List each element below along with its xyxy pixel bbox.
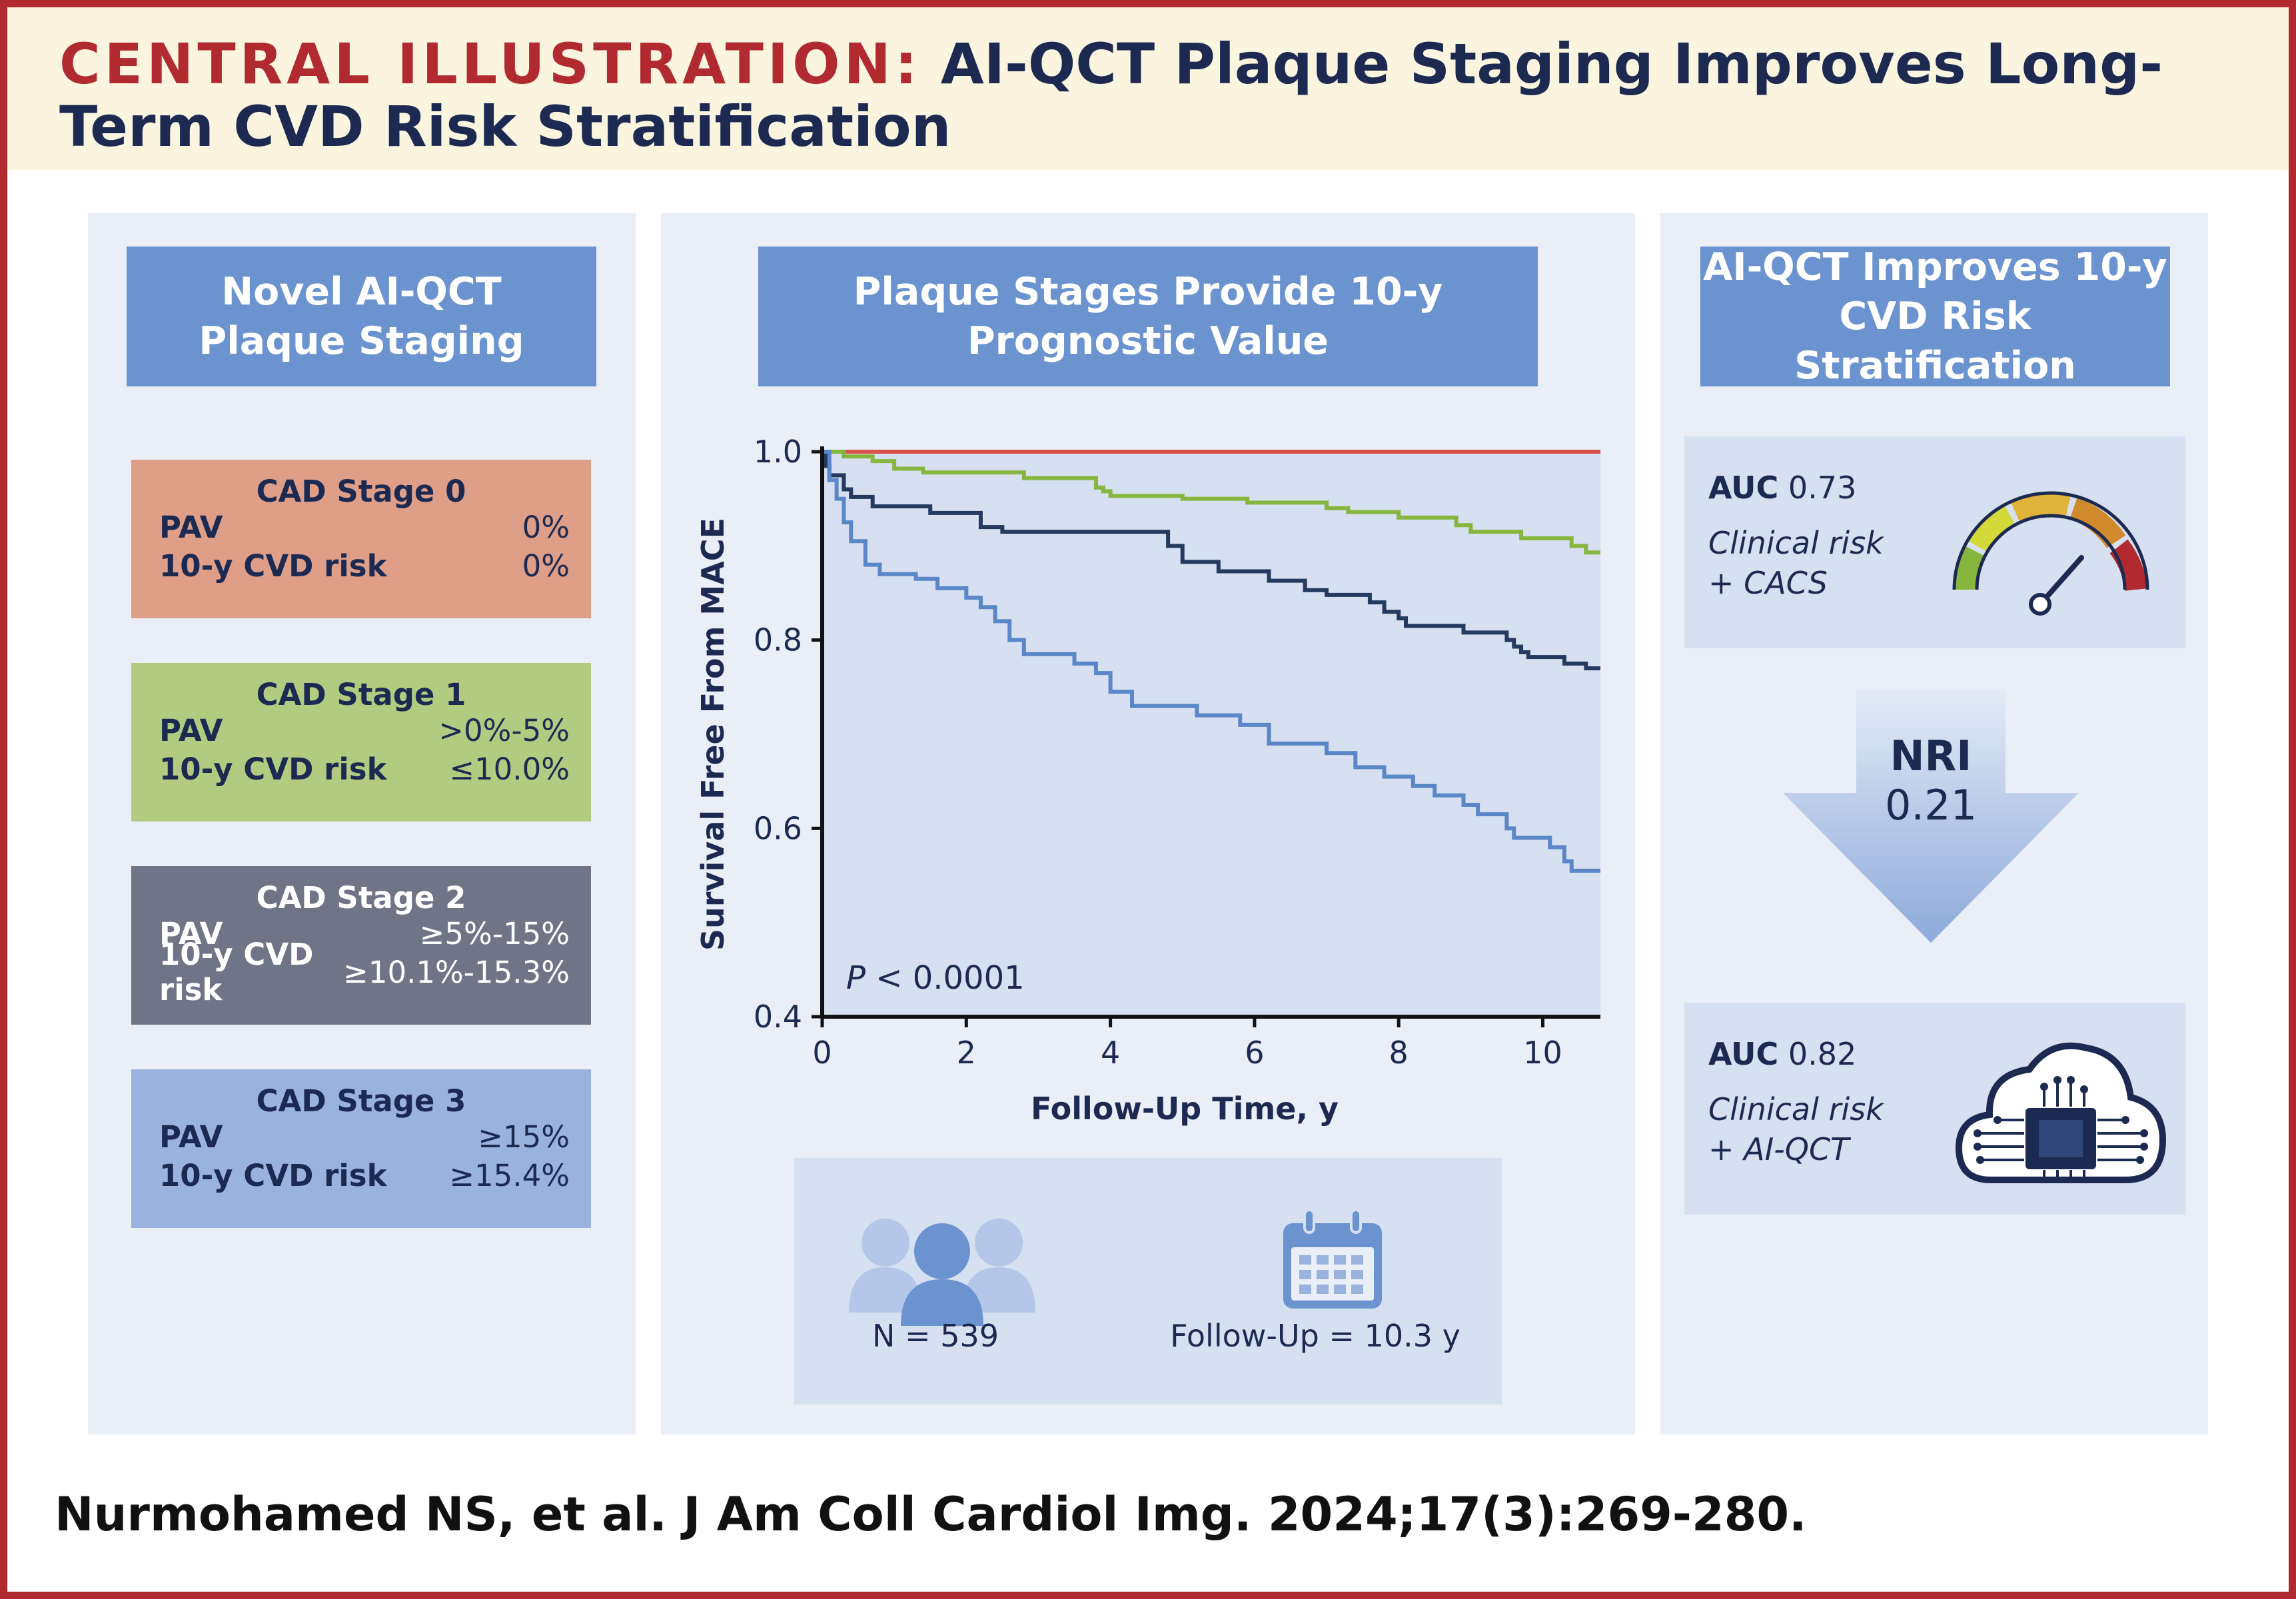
title-label: CENTRAL ILLUSTRATION: <box>59 31 921 97</box>
model-label: Clinical risk + AI-QCT <box>1708 1091 1884 1167</box>
study-stats-box: N = 539 Follow-Up = 10.3 y <box>794 1158 1502 1404</box>
page-title: CENTRAL ILLUSTRATION: AI-QCT Plaque Stag… <box>59 33 2258 158</box>
auc-value: 0.82 <box>1788 1036 1857 1072</box>
pav-label: PAV <box>159 1119 223 1155</box>
x-tick-label: 8 <box>1389 1035 1409 1071</box>
pav-row: PAV >0%-5% <box>159 711 570 750</box>
risk-row: 10-y CVD risk ≤10.0% <box>159 750 570 788</box>
survival-curve-2 <box>822 450 1600 671</box>
right-panel-heading: AI-QCT Improves 10-y CVD Risk Stratifica… <box>1700 245 2170 388</box>
survival-chart: 0.4 0.6 0.8 1.0 0 2 4 6 8 10 Follow-Up Time, y Surv… <box>695 434 1600 1127</box>
stage-title: CAD Stage 3 <box>256 1083 466 1119</box>
risk-label: 10-y CVD risk <box>159 937 314 1007</box>
auc-box-clinical-aiqct: AUC 0.82 Clinical risk + AI-QCT <box>1684 1003 2185 1215</box>
risk-value: ≥15.4% <box>449 1157 570 1193</box>
auc-value: 0.73 <box>1788 470 1857 506</box>
p-value: < 0.0001 <box>865 959 1025 997</box>
model-label: Clinical risk + CACS <box>1708 525 1884 601</box>
cad-stage-0-box: CAD Stage 0 PAV 0% 10-y CVD risk 0% <box>131 460 591 618</box>
risk-label: 10-y CVD risk <box>159 548 387 584</box>
citation: Nurmohamed NS, et al. J Am Coll Cardiol … <box>55 1487 1807 1542</box>
auc-label: AUC <box>1708 1036 1779 1072</box>
x-tick-label: 0 <box>812 1035 832 1071</box>
auc-line: AUC 0.73 <box>1708 470 1856 506</box>
risk-value: 0% <box>522 548 570 584</box>
left-panel <box>88 213 636 1434</box>
cloud-chip-icon <box>1955 1042 2167 1183</box>
stage-title: CAD Stage 0 <box>256 474 466 509</box>
x-axis-label: Follow-Up Time, y <box>1031 1091 1339 1127</box>
x-tick-label: 6 <box>1245 1035 1264 1071</box>
stage-title: CAD Stage 1 <box>256 677 466 712</box>
p-value-annotation: P < 0.0001 <box>846 959 1025 997</box>
people-icon <box>849 1219 1035 1326</box>
risk-value: ≤10.0% <box>449 751 570 787</box>
pav-row: PAV ≥15% <box>159 1117 570 1156</box>
gauge-icon <box>1952 491 2149 616</box>
pav-value: ≥5%-15% <box>419 915 570 951</box>
left-panel-heading: Novel AI-QCT Plaque Staging <box>127 247 596 386</box>
title-text: AI-QCT Plaque Staging Improves Long-Term… <box>59 31 2163 159</box>
y-tick-label: 0.4 <box>754 999 802 1035</box>
stage-title: CAD Stage 2 <box>256 880 466 915</box>
cad-stage-2-box: CAD Stage 2 PAV ≥5%-15% 10-y CVD risk ≥10.1%… <box>131 866 591 1025</box>
nri-arrow <box>1783 690 2079 943</box>
y-tick-label: 1.0 <box>754 434 802 470</box>
middle-panel-heading: Plaque Stages Provide 10-y Prognostic Va… <box>758 247 1538 386</box>
nri-value: 0.21 <box>1884 781 1978 829</box>
y-tick-label: 0.8 <box>754 622 802 658</box>
auc-label: AUC <box>1708 470 1779 506</box>
risk-label: 10-y CVD risk <box>159 1157 387 1193</box>
survival-curve-1 <box>822 450 1600 555</box>
risk-row: 10-y CVD risk ≥15.4% <box>159 1156 570 1195</box>
pav-label: PAV <box>159 915 223 951</box>
pav-label: PAV <box>159 712 223 748</box>
plot-area <box>822 452 1600 1017</box>
y-axis-label: Survival Free From MACE <box>695 518 731 951</box>
pav-row: PAV 0% <box>159 508 570 546</box>
risk-value: ≥10.1%-15.3% <box>343 954 570 990</box>
pav-label: PAV <box>159 509 223 545</box>
auc-line: AUC 0.82 <box>1708 1036 1856 1072</box>
sample-size: N = 539 <box>872 1318 999 1354</box>
pav-value: >0%-5% <box>438 712 570 748</box>
follow-up-duration: Follow-Up = 10.3 y <box>1170 1318 1460 1354</box>
auc-box-clinical-cacs: AUC 0.73 Clinical risk + CACS <box>1684 436 2185 648</box>
header-banner: CENTRAL ILLUSTRATION: AI-QCT Plaque Stag… <box>7 7 2289 170</box>
pav-value: 0% <box>522 509 570 545</box>
calendar-icon <box>1283 1209 1382 1309</box>
survival-curve-3 <box>822 450 1600 873</box>
y-tick-label: 0.6 <box>754 810 802 846</box>
p-symbol: P <box>846 959 865 997</box>
risk-label: 10-y CVD risk <box>159 751 387 787</box>
pav-value: ≥15% <box>478 1119 570 1155</box>
cad-stage-3-box: CAD Stage 3 PAV ≥15% 10-y CVD risk ≥15.4% <box>131 1069 591 1228</box>
x-tick-label: 4 <box>1101 1035 1120 1071</box>
risk-row: 10-y CVD risk 0% <box>159 546 570 585</box>
nri-label: NRI <box>1890 732 1972 780</box>
pav-row: PAV ≥5%-15% <box>159 914 570 953</box>
x-tick-label: 2 <box>957 1035 976 1071</box>
cad-stage-1-box: CAD Stage 1 PAV >0%-5% 10-y CVD risk ≤10.0% <box>131 663 591 821</box>
risk-row: 10-y CVD risk ≥10.1%-15.3% <box>159 937 570 1007</box>
x-tick-label: 10 <box>1523 1035 1562 1071</box>
